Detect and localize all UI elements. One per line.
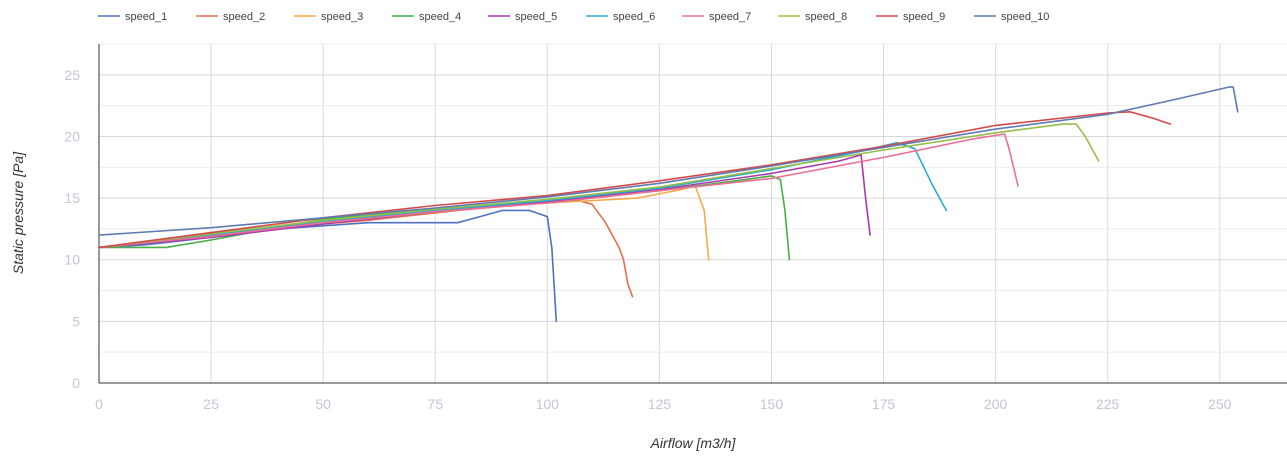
legend-item-speed_8[interactable]: speed_8 [778,11,847,23]
series-line-speed_5 [98,154,871,249]
legend-label: speed_7 [709,11,751,23]
y-tick-labels: 0 5 10 15 20 25 [64,67,80,391]
legend-item-speed_3[interactable]: speed_3 [294,11,363,23]
series-lines [98,86,1239,323]
legend-item-speed_6[interactable]: speed_6 [586,11,655,23]
x-tick-labels: 0 25 50 75 100 125 150 175 200 225 250 [95,396,1232,412]
x-tick-label: 50 [315,396,331,412]
legend-item-speed_2[interactable]: speed_2 [196,11,265,23]
y-tick-label: 10 [64,252,80,268]
y-tick-label: 5 [72,313,80,329]
legend-label: speed_5 [515,11,557,23]
grid [99,43,1287,383]
x-tick-label: 250 [1208,396,1232,412]
y-axis-title: Static pressure [Pa] [10,151,26,274]
y-tick-label: 25 [64,67,80,83]
legend-item-speed_5[interactable]: speed_5 [488,11,557,23]
legend-label: speed_1 [125,11,167,23]
x-tick-label: 200 [984,396,1008,412]
legend-label: speed_9 [903,11,945,23]
x-tick-label: 175 [872,396,896,412]
x-tick-label: 0 [95,396,103,412]
legend-label: speed_3 [321,11,363,23]
legend-label: speed_2 [223,11,265,23]
x-tick-label: 150 [760,396,784,412]
legend-label: speed_8 [805,11,847,23]
legend-label: speed_4 [419,11,461,23]
series-line-speed_8 [98,123,1100,249]
x-tick-label: 25 [203,396,219,412]
legend-item-speed_1[interactable]: speed_1 [98,11,167,23]
y-tick-label: 20 [64,128,80,144]
x-tick-label: 75 [427,396,443,412]
series-line-speed_10 [98,86,1239,236]
y-tick-label: 15 [64,190,80,206]
legend-item-speed_10[interactable]: speed_10 [974,11,1049,23]
series-line-speed_7 [98,133,1019,249]
x-tick-label: 125 [648,396,672,412]
series-line-speed_6 [98,141,948,249]
axes [98,44,1287,384]
series-line-speed_1 [98,209,558,323]
legend: speed_1 speed_2 speed_3 speed_4 speed_5 speed… [98,11,1049,23]
series-line-speed_9 [98,111,1172,249]
legend-label: speed_10 [1001,11,1049,23]
legend-label: speed_6 [613,11,655,23]
y-tick-label: 0 [72,375,80,391]
legend-item-speed_4[interactable]: speed_4 [392,11,461,23]
x-axis-title: Airflow [m3/h] [650,435,737,451]
x-tick-label: 100 [536,396,560,412]
legend-item-speed_7[interactable]: speed_7 [682,11,751,23]
legend-item-speed_9[interactable]: speed_9 [876,11,945,23]
x-tick-label: 225 [1096,396,1120,412]
